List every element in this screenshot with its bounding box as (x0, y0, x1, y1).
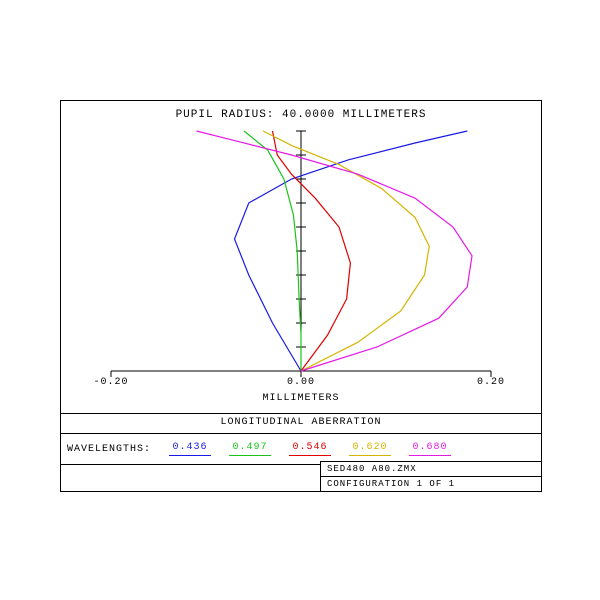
x-tick-label: 0.20 (477, 377, 505, 388)
wavelength-item: 0.497 (229, 443, 271, 456)
plot-area (61, 101, 541, 401)
plot-svg (61, 101, 541, 401)
x-tick-label: 0.00 (287, 377, 315, 388)
wavelength-value: 0.436 (173, 443, 208, 453)
separator-2 (61, 433, 541, 434)
footer-box: SED480 A80.ZMX CONFIGURATION 1 OF 1 (320, 461, 541, 491)
section-label: LONGITUDINAL ABERRATION (61, 417, 541, 428)
footer-line-2: CONFIGURATION 1 OF 1 (321, 477, 541, 491)
wavelength-item: 0.546 (289, 443, 331, 456)
wavelength-item: 0.620 (349, 443, 391, 456)
wavelengths-row: WAVELENGTHS: 0.436 0.497 0.546 0.620 0.680 (67, 443, 451, 456)
x-axis-label: MILLIMETERS (61, 393, 541, 404)
wavelength-value: 0.680 (413, 443, 448, 453)
chart-frame: PUPIL RADIUS: 40.0000 MILLIMETERS -0.200… (60, 100, 542, 492)
wavelength-bar (349, 455, 391, 456)
wavelength-item: 0.436 (169, 443, 211, 456)
wavelength-bar (289, 455, 331, 456)
wavelength-value: 0.546 (293, 443, 328, 453)
wavelength-value: 0.620 (353, 443, 388, 453)
footer-line-1: SED480 A80.ZMX (321, 462, 541, 477)
wavelength-bar (229, 455, 271, 456)
wavelength-bar (409, 455, 451, 456)
wavelength-item: 0.680 (409, 443, 451, 456)
wavelength-bar (169, 455, 211, 456)
wavelength-value: 0.497 (233, 443, 268, 453)
x-tick-label: -0.20 (93, 377, 128, 388)
wavelengths-label: WAVELENGTHS: (67, 444, 151, 455)
separator-1 (61, 413, 541, 414)
separator-partial (61, 464, 321, 465)
